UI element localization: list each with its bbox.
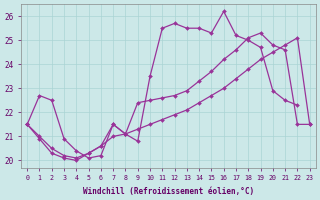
X-axis label: Windchill (Refroidissement éolien,°C): Windchill (Refroidissement éolien,°C) [83,187,254,196]
